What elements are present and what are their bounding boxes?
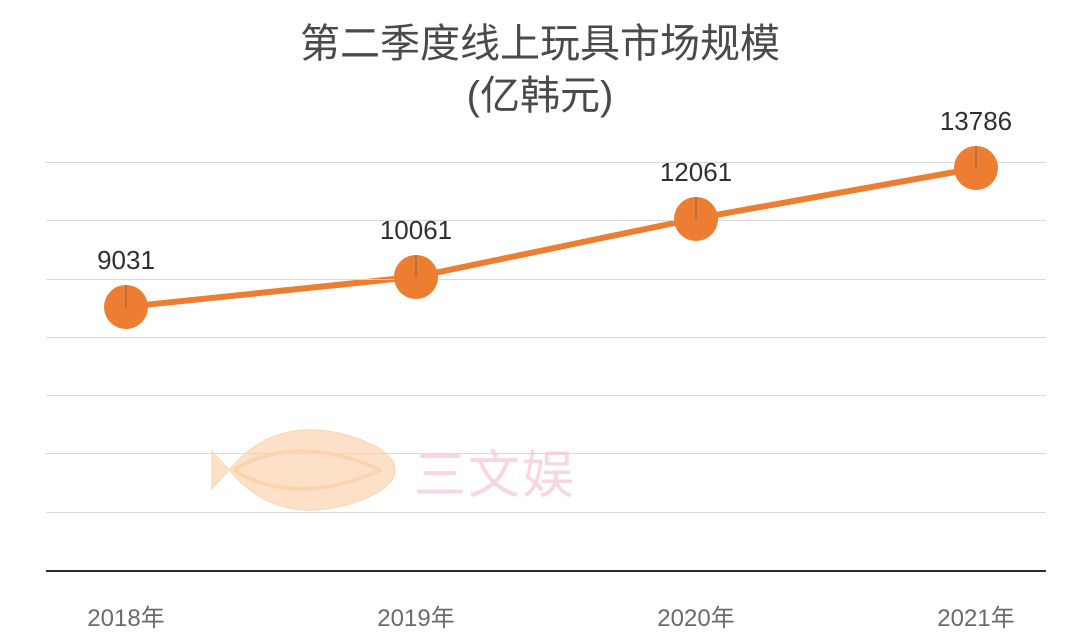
gridline <box>46 279 1046 280</box>
gridline <box>46 337 1046 338</box>
data-marker <box>104 285 148 329</box>
x-axis-line <box>46 570 1046 572</box>
plot-area: 三文娱 90311006112061137862018年2019年2020年20… <box>46 162 1046 570</box>
chart-title: 第二季度线上玩具市场规模 (亿韩元) <box>0 0 1080 122</box>
chart-container: 第二季度线上玩具市场规模 (亿韩元) 三文娱 90311006112061137… <box>0 0 1080 637</box>
data-label: 9031 <box>97 245 155 276</box>
x-axis-label: 2020年 <box>657 598 734 633</box>
series-line <box>46 162 1046 570</box>
x-axis-label: 2018年 <box>87 598 164 633</box>
data-label: 10061 <box>380 215 452 246</box>
x-axis-label: 2021年 <box>937 598 1014 633</box>
gridline <box>46 395 1046 396</box>
data-label: 13786 <box>940 106 1012 137</box>
data-label: 12061 <box>660 157 732 188</box>
data-marker <box>674 197 718 241</box>
data-marker <box>394 255 438 299</box>
chart-title-line1: 第二季度线上玩具市场规模 <box>0 18 1080 70</box>
gridline <box>46 162 1046 163</box>
data-marker <box>954 146 998 190</box>
x-axis-label: 2019年 <box>377 598 454 633</box>
gridline <box>46 512 1046 513</box>
chart-title-line2: (亿韩元) <box>0 70 1080 122</box>
gridline <box>46 220 1046 221</box>
gridline <box>46 453 1046 454</box>
